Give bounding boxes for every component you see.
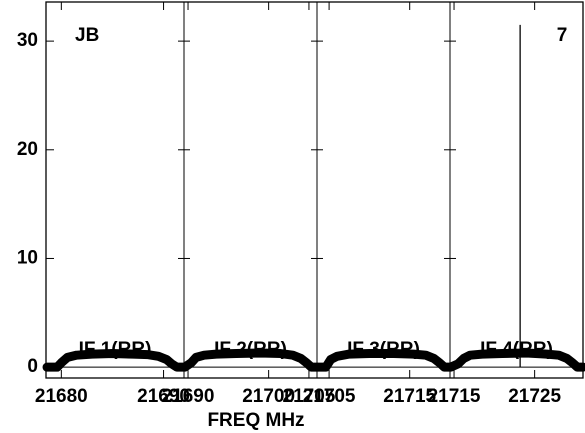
x-tick-label: 21680 bbox=[35, 386, 88, 407]
x-tick-label: 21725 bbox=[508, 386, 561, 407]
annotation: 7 bbox=[557, 25, 568, 46]
plot-frame bbox=[45, 1, 584, 379]
bandpass-line bbox=[313, 349, 455, 372]
bandpass-line bbox=[42, 349, 189, 372]
y-tick-label: 0 bbox=[27, 356, 38, 377]
y-tick-label: 30 bbox=[17, 30, 38, 51]
x-axis-label: FREQ MHz bbox=[207, 410, 304, 431]
x-tick-label: 21705 bbox=[283, 386, 336, 407]
x-tick-label: 21700 bbox=[242, 386, 295, 407]
x-tick-label: 21690 bbox=[137, 386, 190, 407]
y-tick-label: 20 bbox=[17, 139, 38, 160]
bandpass-line bbox=[180, 348, 322, 372]
x-tick-label: 21715 bbox=[383, 386, 436, 407]
panel-label: IF 2(RR) bbox=[214, 339, 287, 360]
panel-label: IF 1(RR) bbox=[79, 339, 152, 360]
x-tick-label: 21715 bbox=[428, 386, 481, 407]
panel-label: IF 3(RR) bbox=[347, 339, 420, 360]
panel-label: IF 4(RR) bbox=[480, 339, 553, 360]
x-tick-label: 21690 bbox=[162, 386, 215, 407]
annotation: JB bbox=[75, 25, 99, 46]
bandpass-line bbox=[446, 348, 585, 372]
y-tick-label: 10 bbox=[17, 247, 38, 268]
x-tick-label: 21705 bbox=[303, 386, 356, 407]
